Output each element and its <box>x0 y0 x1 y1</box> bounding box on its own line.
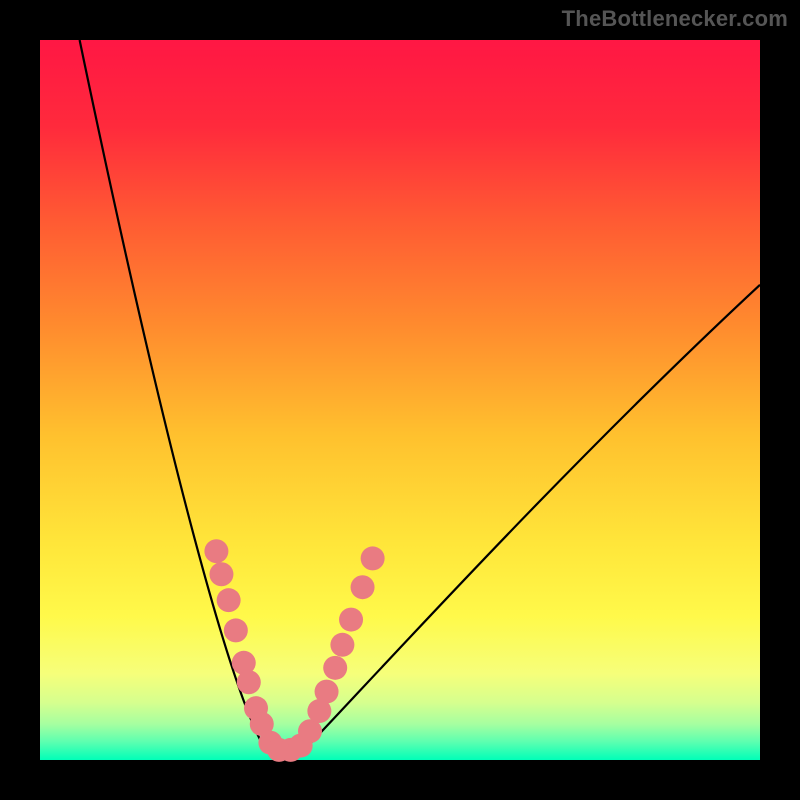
watermark-text: TheBottlenecker.com <box>562 6 788 32</box>
chart-svg <box>0 0 800 800</box>
marker-dot <box>224 618 248 642</box>
chart-root: TheBottlenecker.com <box>0 0 800 800</box>
marker-dot <box>330 633 354 657</box>
marker-dot <box>237 670 261 694</box>
plot-area <box>40 40 760 760</box>
marker-dot <box>217 588 241 612</box>
marker-dot <box>323 656 347 680</box>
marker-dot <box>351 575 375 599</box>
marker-dot <box>209 562 233 586</box>
marker-dot <box>339 608 363 632</box>
marker-dot <box>204 539 228 563</box>
marker-dot <box>315 680 339 704</box>
marker-dot <box>361 546 385 570</box>
